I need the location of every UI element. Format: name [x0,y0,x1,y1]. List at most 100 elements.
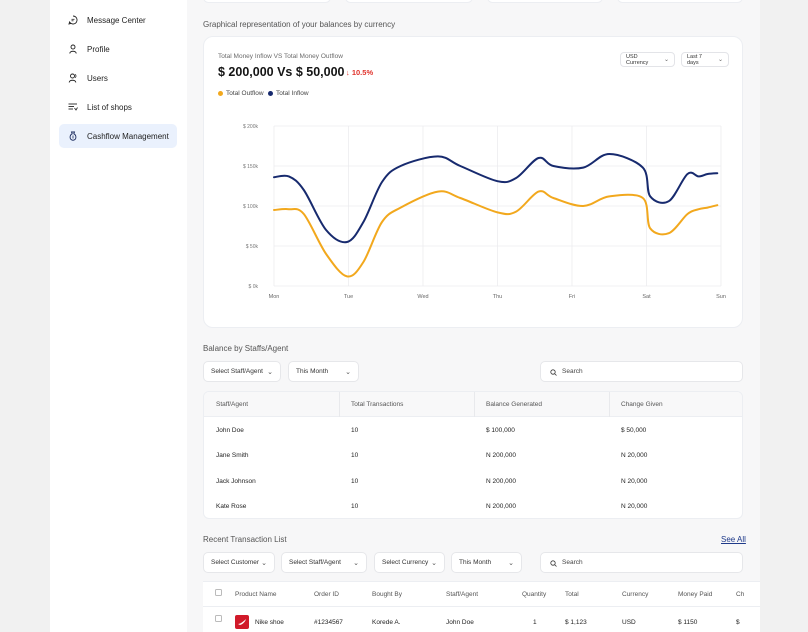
table-cell: N 20,000 [621,478,648,485]
table-cell: 10 [351,427,359,434]
staff-agent-filter-value: Select Staff/Agent [289,559,341,566]
table-cell: 10 [351,503,359,510]
table-cell: N 20,000 [621,503,648,510]
graph-section-title: Graphical representation of your balance… [203,20,396,29]
table-cell: Kate Rose [216,503,247,510]
sidebar: Message Center Profile Users List of sho… [50,0,187,632]
sidebar-item-label: Profile [87,44,110,54]
staff-agent-filter-select[interactable]: Select Staff/Agent ⌄ [281,552,367,573]
x-tick-label: Thu [493,294,502,300]
column-header: Staff/Agent [216,401,249,408]
table-cell: N 200,000 [486,478,516,485]
table-cell: Korede A. [372,619,401,626]
sidebar-item-list-of-shops[interactable]: List of shops [59,95,177,119]
table-cell: John Doe [216,427,244,434]
staff-filter-select[interactable]: Select Staff/Agent ⌄ [203,361,281,382]
see-all-link[interactable]: See All [721,535,746,544]
table-cell: $ 100,000 [486,427,515,434]
arrow-down-icon: ↓ [346,68,350,77]
nike-shoe-icon [235,615,249,629]
y-tick-label: $ 150k [243,164,259,170]
table-cell: N 200,000 [486,503,516,510]
summary-card [487,0,603,3]
change-indicator: ↓ 10.5% [346,68,373,77]
column-divider [609,392,610,417]
users-icon [68,73,78,83]
search-icon [550,363,557,381]
app-shell: Message Center Profile Users List of sho… [50,0,760,632]
table-cell: 10 [351,478,359,485]
currency-filter-select[interactable]: Select Currency ⌄ [374,552,445,573]
series-line-total-inflow [273,152,719,244]
period-filter-select[interactable]: This Month ⌄ [288,361,359,382]
column-header: Product Name [235,591,277,598]
table-cell: 10 [351,452,359,459]
chevron-down-icon: ⌄ [267,368,273,376]
customer-filter-select[interactable]: Select Customer ⌄ [203,552,275,573]
column-header: Order ID [314,591,339,598]
month-filter-select[interactable]: This Month ⌄ [451,552,522,573]
table-cell: $ 1150 [678,619,698,626]
column-header: Total [565,591,579,598]
column-divider [339,392,340,417]
table-row[interactable]: Nike shoe #1234567 Korede A. John Doe 1 … [203,607,760,632]
legend-label: Total Outflow [226,90,264,97]
table-cell: Jane Smith [216,452,249,459]
y-tick-label: $ 50k [246,244,259,250]
staff-filter-value: Select Staff/Agent [211,368,263,375]
y-tick-label: $ 100k [243,204,259,210]
month-filter-value: This Month [459,559,492,566]
table-cell: #1234567 [314,619,343,626]
summary-card [203,0,331,3]
period-filter-value: This Month [296,368,329,375]
sidebar-item-profile[interactable]: Profile [59,37,177,61]
table-cell: $ 50,000 [621,427,647,434]
sidebar-item-label: Users [87,73,108,83]
chevron-down-icon: ⌄ [431,559,437,567]
transaction-search-input[interactable] [562,559,722,566]
transactions-table-header: Product Name Order ID Bought By Staff/Ag… [203,581,760,607]
legend-dot-inflow [268,91,273,96]
line-chart: $ 0k $ 50k $ 100k $ 150k $ 200k Mon Tue Wed Thu F… [243,124,726,300]
select-all-checkbox[interactable] [215,589,222,596]
table-cell: $ 1,123 [565,619,587,626]
column-header: Currency [622,591,649,598]
transactions-section-title: Recent Transaction List [203,535,287,544]
list-icon [68,102,78,112]
customer-filter-value: Select Customer [211,559,260,566]
sidebar-item-message-center[interactable]: Message Center [59,8,177,32]
chevron-down-icon: ⌄ [345,368,351,376]
currency-select[interactable]: USD Currency ⌄ [620,52,675,67]
table-cell: $ [736,619,740,626]
chevron-down-icon: ⌄ [261,559,267,567]
column-header: Quantity [522,591,547,598]
row-checkbox[interactable] [215,615,222,622]
column-header: Ch [736,591,745,598]
legend-outflow: Total Outflow [218,90,264,97]
currency-filter-value: Select Currency [382,559,429,566]
staff-search-input[interactable] [562,368,722,375]
staff-search[interactable] [540,361,743,382]
table-cell: N 200,000 [486,452,516,459]
column-header: Staff/Agent [446,591,479,598]
table-cell: Nike shoe [255,619,284,626]
period-select[interactable]: Last 7 days ⌄ [681,52,729,67]
x-tick-label: Sat [642,294,651,300]
y-tick-label: $ 0k [249,284,259,290]
chevron-down-icon: ⌄ [663,57,669,63]
y-tick-label: $ 200k [243,124,259,130]
chevron-down-icon: ⌄ [508,559,514,567]
column-header: Balance Generated [486,401,543,408]
table-cell: USD [622,619,636,626]
search-icon [550,554,557,572]
table-cell: 1 [533,619,537,626]
sidebar-item-cashflow-management[interactable]: Cashflow Management [59,124,177,148]
cashflow-chart-card: Total Money Inflow VS Total Money Outflo… [203,36,743,328]
column-header: Change Given [621,401,663,408]
sidebar-item-users[interactable]: Users [59,66,177,90]
transaction-search[interactable] [540,552,743,573]
change-value: 10.5% [351,68,374,77]
chevron-down-icon: ⌄ [353,559,359,567]
sidebar-item-label: Message Center [87,15,146,25]
table-cell: Jack Johnson [216,478,256,485]
